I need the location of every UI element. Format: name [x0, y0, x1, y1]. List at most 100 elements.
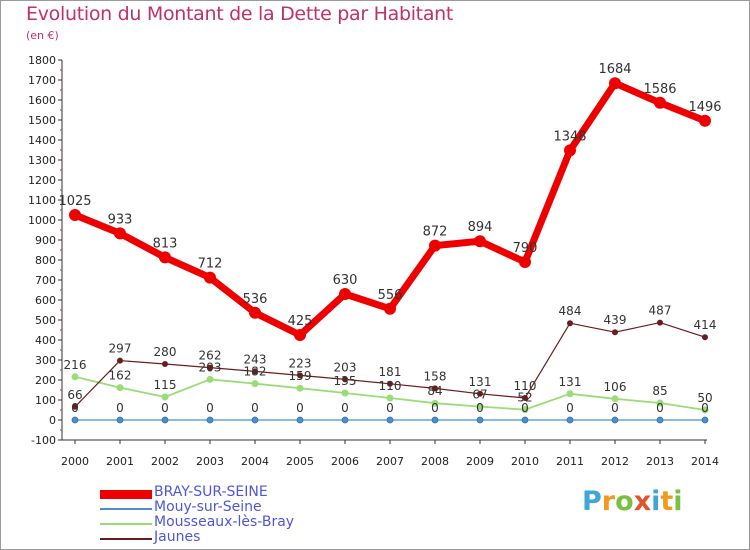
data-point	[384, 302, 396, 315]
y-tick-label: -100	[31, 434, 56, 447]
data-point	[612, 329, 618, 336]
x-tick-label: 2009	[466, 455, 494, 468]
data-label: 50	[697, 391, 712, 405]
data-point	[339, 288, 351, 300]
data-point	[249, 306, 261, 319]
data-label: 0	[116, 401, 124, 415]
x-tick-label: 2006	[331, 455, 359, 468]
data-label: 131	[469, 375, 492, 389]
data-point	[206, 375, 214, 383]
data-label: 262	[199, 349, 222, 363]
logo-letter: r	[601, 486, 616, 517]
data-label: 110	[379, 379, 402, 393]
data-point	[567, 320, 573, 327]
data-label: 0	[656, 401, 664, 415]
logo-letter: P	[582, 486, 602, 517]
data-label: 0	[341, 401, 349, 415]
y-tick-label: 1200	[28, 174, 56, 187]
data-point	[429, 239, 441, 252]
x-tick-label: 2014	[691, 455, 719, 468]
x-tick-label: 2012	[601, 455, 629, 468]
y-tick-label: 100	[35, 394, 56, 407]
chart-unit-label: (en €)	[26, 29, 59, 42]
data-point	[521, 406, 529, 414]
y-tick-label: 1700	[28, 74, 56, 87]
logo-letter: i	[673, 486, 683, 517]
y-tick-label: 1300	[28, 154, 56, 167]
data-label: 297	[109, 342, 132, 356]
data-label: 439	[604, 313, 627, 327]
data-label: 0	[566, 401, 574, 415]
data-point	[519, 256, 531, 268]
data-point	[297, 372, 303, 379]
legend-swatch	[100, 508, 152, 510]
y-tick-label: 200	[35, 374, 56, 387]
data-label: 1586	[643, 82, 676, 97]
data-point	[701, 406, 709, 414]
data-point	[432, 385, 438, 392]
data-point	[116, 384, 124, 392]
data-point	[251, 416, 259, 424]
data-point	[69, 209, 81, 221]
data-label: 1496	[688, 100, 721, 115]
data-label: 115	[154, 378, 177, 392]
x-tick-label: 2001	[106, 455, 134, 468]
data-label: 536	[243, 292, 268, 307]
data-label: 0	[251, 401, 259, 415]
data-point	[341, 389, 349, 397]
data-label: 159	[289, 369, 312, 383]
data-label: 52	[517, 391, 532, 405]
data-label: 280	[154, 345, 177, 359]
y-tick-label: 1800	[28, 54, 56, 67]
legend-item: Jaunes	[100, 529, 380, 547]
data-point	[431, 416, 439, 424]
legend-swatch	[100, 523, 152, 525]
data-point	[701, 416, 709, 424]
data-point	[386, 394, 394, 402]
data-label: 0	[206, 401, 214, 415]
data-label: 0	[701, 401, 709, 415]
proxiti-logo: Proxiti	[582, 486, 683, 517]
data-label: 894	[468, 220, 493, 235]
y-tick-label: 0	[49, 414, 56, 427]
data-label: 85	[652, 384, 667, 398]
y-tick-label: 1000	[28, 214, 56, 227]
legend-item: Mouy-sur-Seine	[100, 499, 380, 517]
data-label: 0	[161, 401, 169, 415]
data-label: 630	[333, 273, 358, 288]
y-tick-label: 400	[35, 334, 56, 347]
data-label: 203	[199, 360, 222, 374]
data-label: 1348	[553, 129, 586, 144]
y-tick-label: 900	[35, 234, 56, 247]
y-tick-label: 1100	[28, 194, 56, 207]
data-point	[431, 399, 439, 407]
data-label: 0	[431, 401, 439, 415]
data-label: 243	[244, 352, 267, 366]
data-label: 414	[694, 318, 717, 332]
x-tick-label: 2000	[61, 455, 89, 468]
data-point	[476, 403, 484, 411]
data-label: 203	[334, 360, 357, 374]
data-label: 1684	[598, 62, 631, 77]
x-tick-label: 2011	[556, 455, 584, 468]
data-point	[477, 390, 483, 397]
data-point	[72, 403, 78, 410]
logo-letter: i	[651, 486, 661, 517]
data-point	[71, 373, 79, 381]
chart-title: Evolution du Montant de la Dette par Hab…	[26, 3, 454, 25]
logo-letter: o	[615, 486, 634, 517]
x-tick-label: 2013	[646, 455, 674, 468]
data-point	[566, 390, 574, 398]
data-label: 131	[559, 375, 582, 389]
data-label: 0	[71, 401, 79, 415]
data-point	[161, 416, 169, 424]
data-label: 106	[604, 380, 627, 394]
data-point	[116, 416, 124, 424]
data-label: 425	[288, 314, 313, 329]
y-tick-label: 300	[35, 354, 56, 367]
y-tick-label: 1500	[28, 114, 56, 127]
data-point	[564, 144, 576, 157]
y-tick-label: 700	[35, 274, 56, 287]
data-point	[117, 357, 123, 364]
